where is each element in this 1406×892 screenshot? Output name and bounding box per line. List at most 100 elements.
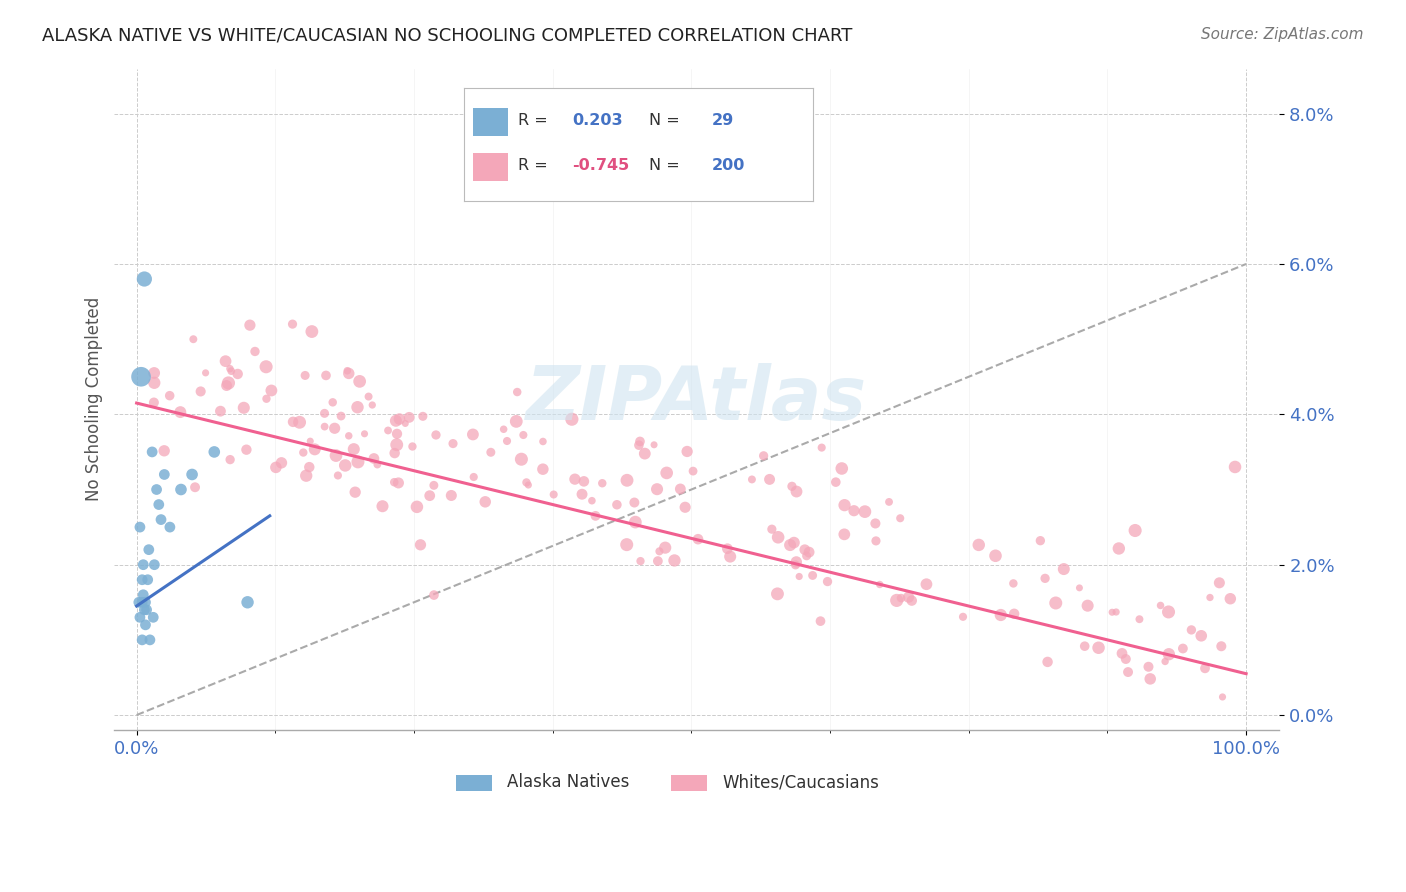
Point	[766, 587, 789, 601]
Point	[834, 498, 856, 512]
Point	[1002, 607, 1025, 621]
Point	[648, 544, 671, 558]
Point	[479, 445, 502, 459]
Point	[194, 366, 217, 380]
Point	[132, 588, 155, 602]
Point	[801, 568, 824, 582]
Point	[616, 473, 638, 487]
Point	[543, 487, 565, 501]
Point	[1087, 640, 1109, 655]
Point	[761, 522, 783, 536]
Point	[506, 385, 529, 400]
Point	[952, 609, 974, 624]
Point	[1053, 562, 1076, 576]
Point	[865, 533, 887, 548]
Point	[623, 495, 645, 509]
Point	[371, 500, 394, 514]
Point	[496, 434, 519, 448]
Point	[1077, 599, 1099, 613]
Text: Source: ZipAtlas.com: Source: ZipAtlas.com	[1201, 27, 1364, 42]
Point	[169, 405, 191, 419]
Point	[900, 593, 922, 607]
Point	[294, 368, 316, 383]
Point	[461, 427, 484, 442]
Point	[889, 511, 911, 525]
Point	[217, 376, 239, 390]
Point	[135, 603, 157, 617]
Point	[897, 590, 920, 604]
Text: ZIPAtlas: ZIPAtlas	[526, 363, 868, 436]
Point	[254, 359, 277, 374]
Point	[793, 542, 815, 557]
Point	[1029, 533, 1052, 548]
Point	[1116, 665, 1139, 679]
Point	[1139, 672, 1161, 686]
Point	[219, 452, 242, 467]
Point	[1137, 659, 1160, 673]
Point	[628, 434, 651, 449]
Point	[388, 412, 411, 426]
Point	[288, 415, 311, 429]
Point	[235, 442, 257, 457]
Point	[890, 591, 912, 606]
Point	[779, 538, 801, 552]
Text: ALASKA NATIVE VS WHITE/CAUCASIAN NO SCHOOLING COMPLETED CORRELATION CHART: ALASKA NATIVE VS WHITE/CAUCASIAN NO SCHO…	[42, 27, 852, 45]
Point	[1219, 591, 1241, 606]
Point	[270, 456, 292, 470]
Point	[624, 515, 647, 529]
Point	[654, 541, 676, 555]
Point	[346, 401, 368, 415]
Point	[142, 610, 165, 624]
Point	[655, 466, 678, 480]
Point	[398, 410, 420, 425]
Point	[256, 392, 278, 406]
Point	[385, 438, 408, 452]
Point	[292, 445, 315, 459]
Point	[1154, 655, 1177, 669]
Point	[153, 467, 176, 482]
Point	[219, 364, 242, 378]
Point	[1101, 605, 1123, 619]
Point	[181, 467, 204, 482]
Point	[810, 614, 832, 628]
Point	[990, 607, 1012, 622]
Point	[572, 475, 595, 489]
Point	[134, 603, 156, 617]
Point	[1157, 647, 1180, 661]
Point	[138, 542, 160, 557]
Point	[148, 498, 170, 512]
Point	[314, 419, 336, 434]
Point	[831, 461, 853, 475]
Point	[785, 558, 807, 572]
Point	[363, 451, 385, 466]
Point	[797, 545, 820, 559]
Point	[301, 325, 323, 339]
Point	[571, 487, 593, 501]
Point	[766, 530, 789, 544]
Point	[347, 455, 370, 469]
Point	[336, 364, 359, 378]
Point	[134, 617, 156, 632]
Point	[1115, 652, 1137, 666]
Point	[1045, 596, 1067, 610]
Point	[669, 482, 692, 496]
Point	[131, 632, 153, 647]
Point	[343, 442, 366, 457]
Point	[591, 476, 613, 491]
Point	[419, 489, 441, 503]
Point	[643, 438, 665, 452]
Point	[758, 472, 780, 486]
Point	[824, 475, 846, 490]
Point	[304, 442, 326, 457]
Point	[1108, 541, 1130, 556]
Point	[1123, 524, 1146, 538]
Point	[630, 554, 652, 568]
Point	[796, 549, 818, 563]
Point	[153, 443, 176, 458]
Point	[474, 495, 496, 509]
Point	[886, 593, 908, 607]
Point	[1223, 460, 1246, 475]
Point	[1105, 605, 1128, 619]
Point	[510, 452, 533, 467]
Point	[1199, 591, 1222, 605]
